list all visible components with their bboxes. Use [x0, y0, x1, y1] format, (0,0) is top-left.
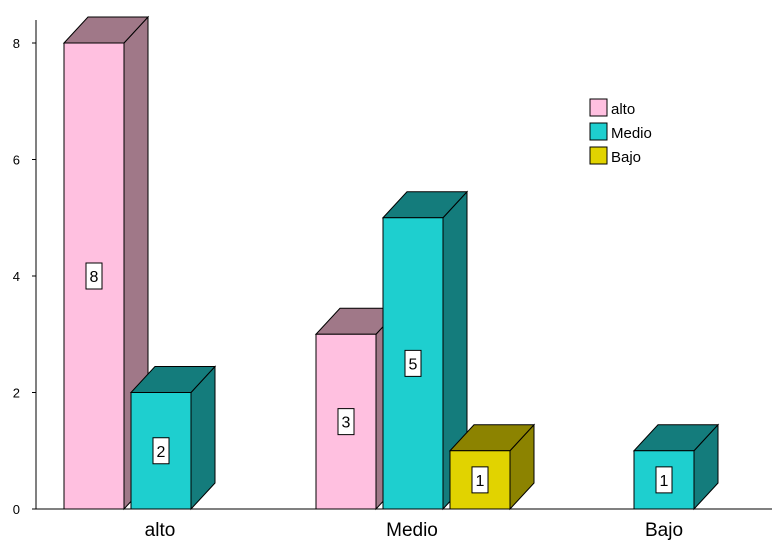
- legend-label: Medio: [611, 125, 652, 142]
- y-tick-label: 8: [13, 36, 20, 51]
- bar-bajo-medio: [448, 423, 536, 511]
- x-category-label: Bajo: [645, 520, 683, 541]
- x-category-label: Medio: [386, 520, 438, 541]
- data-label: 2: [152, 437, 170, 465]
- data-label-value: 1: [660, 473, 669, 490]
- legend-item-medio: Medio: [589, 122, 652, 142]
- data-label: 3: [337, 408, 355, 436]
- legend-swatch: [589, 122, 608, 141]
- legend-item-alto: alto: [589, 98, 635, 118]
- data-label: 1: [655, 466, 673, 494]
- data-label-box: [404, 349, 422, 377]
- legend-swatch: [589, 146, 608, 165]
- data-label-value: 5: [409, 356, 418, 373]
- y-tick-label: 4: [13, 269, 20, 284]
- bar-medio-alto: [129, 365, 217, 511]
- data-label-value: 2: [157, 444, 166, 461]
- data-label-box: [655, 466, 673, 494]
- data-labels: 8 2 3 5 1 1: [85, 262, 673, 494]
- data-label-box: [337, 408, 355, 436]
- data-label-value: 1: [476, 473, 485, 490]
- data-label-box: [85, 262, 103, 290]
- data-label: 1: [471, 466, 489, 494]
- legend: alto Medio Bajo: [589, 98, 652, 166]
- legend-label: alto: [611, 101, 635, 118]
- y-tick-label: 0: [13, 502, 20, 517]
- data-label-value: 8: [90, 269, 99, 286]
- bar-medio-bajo: [632, 423, 720, 511]
- bars: [62, 15, 720, 511]
- data-label-box: [152, 437, 170, 465]
- legend-item-bajo: Bajo: [589, 146, 641, 166]
- legend-label: Bajo: [611, 149, 641, 166]
- data-label: 8: [85, 262, 103, 290]
- legend-swatch: [589, 98, 608, 117]
- y-tick-label: 6: [13, 153, 20, 168]
- data-label-value: 3: [342, 415, 351, 432]
- data-label-box: [471, 466, 489, 494]
- y-tick-label: 2: [13, 386, 20, 401]
- data-label: 5: [404, 349, 422, 377]
- x-category-label: alto: [145, 520, 176, 541]
